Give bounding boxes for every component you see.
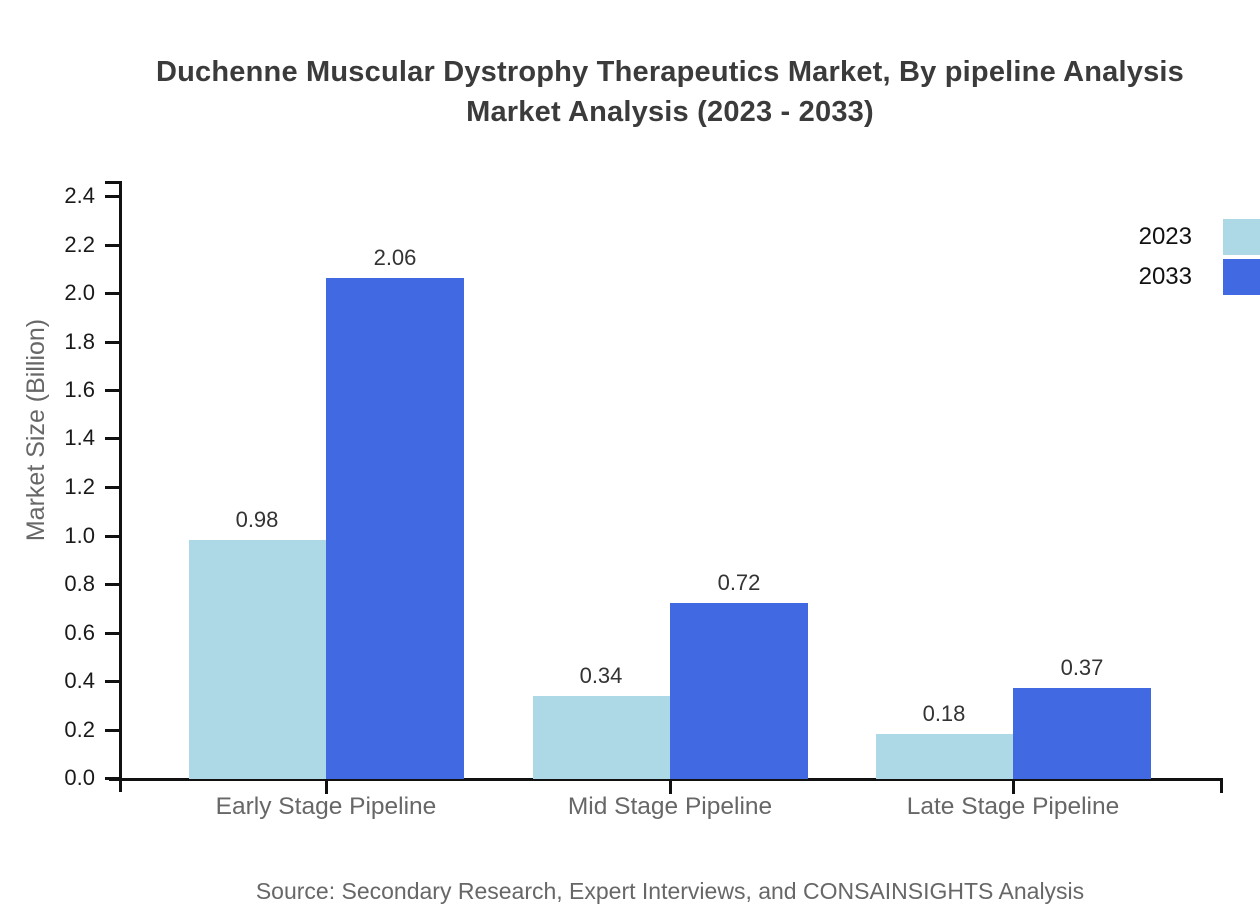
- y-tick: [105, 729, 119, 732]
- x-category-label-late-stage-pipeline: Late Stage Pipeline: [906, 793, 1120, 820]
- value-label-2033-early-stage-pipeline: 2.06: [373, 245, 417, 270]
- x-axis-end-cap: [1220, 778, 1223, 793]
- bar-2033-mid-stage-pipeline: [670, 603, 808, 779]
- source-note: Source: Secondary Research, Expert Inter…: [255, 878, 1085, 904]
- y-tick-label: 0.6: [64, 620, 95, 645]
- legend-item-2033: 2033: [1139, 259, 1260, 295]
- y-tick-label: 2.2: [64, 232, 95, 257]
- legend-swatch-2023: [1223, 219, 1260, 255]
- y-tick: [105, 583, 119, 586]
- y-tick: [105, 244, 119, 247]
- y-tick: [105, 341, 119, 344]
- x-category-label-early-stage-pipeline: Early Stage Pipeline: [215, 793, 437, 820]
- bar-2023-late-stage-pipeline: [876, 734, 1014, 779]
- y-axis-line: [119, 181, 122, 792]
- y-tick-label: 0.4: [64, 668, 95, 693]
- x-axis-line: [109, 778, 1223, 781]
- legend: 2023 2033: [1139, 219, 1260, 299]
- bar-2023-early-stage-pipeline: [189, 540, 327, 779]
- y-tick-label: 1.6: [64, 377, 95, 402]
- value-label-2023-early-stage-pipeline: 0.98: [235, 507, 279, 532]
- bar-2033-late-stage-pipeline: [1013, 688, 1151, 779]
- y-tick-label: 1.2: [64, 474, 95, 499]
- bar-2033-early-stage-pipeline: [326, 278, 464, 779]
- y-tick: [105, 195, 119, 198]
- y-axis-end-cap: [105, 181, 120, 184]
- y-tick: [105, 535, 119, 538]
- x-tick-early-stage-pipeline: [325, 780, 328, 794]
- y-tick-label: 1.4: [64, 425, 95, 450]
- bar-2023-mid-stage-pipeline: [533, 696, 671, 779]
- chart-title: Duchenne Muscular Dystrophy Therapeutics…: [80, 52, 1260, 132]
- legend-swatch-2033: [1223, 259, 1260, 295]
- y-tick-label: 0.8: [64, 571, 95, 596]
- y-tick-label: 1.0: [64, 523, 95, 548]
- y-tick-label: 0.0: [64, 765, 95, 790]
- legend-label-2023: 2023: [1138, 223, 1192, 250]
- y-tick-label: 0.2: [64, 717, 95, 742]
- y-tick: [105, 437, 119, 440]
- y-tick: [105, 632, 119, 635]
- x-tick-mid-stage-pipeline: [669, 780, 672, 794]
- y-tick: [105, 680, 119, 683]
- y-tick-label: 2.4: [64, 183, 95, 208]
- y-tick: [105, 777, 119, 780]
- chart-title-line2: Market Analysis (2023 - 2033): [466, 96, 874, 128]
- y-tick: [105, 486, 119, 489]
- value-label-2033-late-stage-pipeline: 0.37: [1060, 655, 1104, 680]
- chart-title-line1: Duchenne Muscular Dystrophy Therapeutics…: [155, 56, 1184, 88]
- y-tick-label: 2.0: [64, 280, 95, 305]
- value-label-2033-mid-stage-pipeline: 0.72: [717, 570, 761, 595]
- legend-item-2023: 2023: [1139, 219, 1260, 255]
- y-tick-label: 1.8: [64, 329, 95, 354]
- value-label-2023-mid-stage-pipeline: 0.34: [579, 663, 623, 688]
- y-tick: [105, 292, 119, 295]
- value-label-2023-late-stage-pipeline: 0.18: [922, 701, 966, 726]
- x-tick-late-stage-pipeline: [1012, 780, 1015, 794]
- x-category-label-mid-stage-pipeline: Mid Stage Pipeline: [567, 793, 773, 820]
- legend-label-2033: 2033: [1138, 263, 1192, 290]
- y-tick: [105, 389, 119, 392]
